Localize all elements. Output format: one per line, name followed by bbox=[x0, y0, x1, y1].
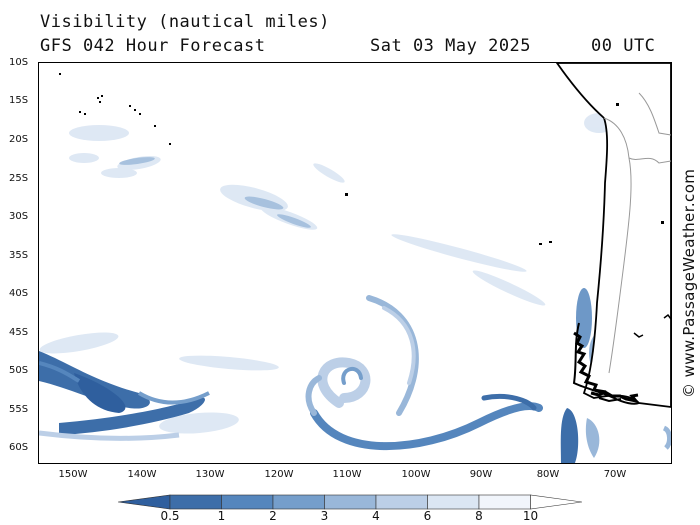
legend-swatch-below-min bbox=[118, 494, 171, 510]
lat-label-50s: 50S bbox=[9, 365, 29, 376]
lon-label-90w: 90W bbox=[469, 469, 493, 480]
fog-patch-southeast bbox=[560, 408, 671, 463]
legend-label: 10 bbox=[522, 509, 539, 523]
lat-label-60s: 60S bbox=[9, 442, 29, 453]
legend-swatch bbox=[169, 494, 222, 510]
lat-label-55s: 55S bbox=[9, 404, 29, 415]
legend-label: 8 bbox=[475, 509, 483, 523]
chart-title: Visibility (nautical miles) bbox=[40, 12, 330, 32]
forecast-time: 00 UTC bbox=[591, 36, 656, 56]
lon-label-140w: 140W bbox=[127, 469, 157, 480]
lon-label-130w: 130W bbox=[195, 469, 225, 480]
pacific-islands bbox=[59, 73, 664, 245]
lon-label-150w: 150W bbox=[58, 469, 88, 480]
legend-label: 3 bbox=[320, 509, 329, 523]
lat-label-20s: 20S bbox=[9, 134, 29, 145]
lon-label-120w: 120W bbox=[264, 469, 294, 480]
visibility-map bbox=[38, 62, 672, 464]
lon-label-70w: 70W bbox=[603, 469, 627, 480]
legend-label: 2 bbox=[269, 509, 277, 523]
legend-swatch bbox=[324, 494, 377, 510]
forecast-date: Sat 03 May 2025 bbox=[370, 36, 532, 56]
legend-label: 4 bbox=[372, 509, 380, 523]
lat-label-35s: 35S bbox=[9, 250, 29, 261]
legend-label: 6 bbox=[423, 509, 432, 523]
storm-swirl bbox=[305, 295, 543, 451]
legend-label: 0.5 bbox=[160, 509, 180, 523]
legend-label: 1 bbox=[217, 509, 226, 523]
lat-label-15s: 15S bbox=[9, 95, 29, 106]
legend-swatch bbox=[221, 494, 274, 510]
lat-label-25s: 25S bbox=[9, 173, 29, 184]
lon-label-110w: 110W bbox=[332, 469, 362, 480]
color-legend-bar bbox=[118, 494, 582, 510]
legend-swatch bbox=[272, 494, 325, 510]
lat-label-40s: 40S bbox=[9, 288, 29, 299]
legend-swatch bbox=[375, 494, 428, 510]
legend-swatch bbox=[427, 494, 480, 510]
credit-text: © www.PassageWeather.com bbox=[680, 168, 698, 398]
forecast-label: GFS 042 Hour Forecast bbox=[40, 36, 266, 56]
lat-label-10s: 10S bbox=[9, 57, 29, 68]
lat-label-45s: 45S bbox=[9, 327, 29, 338]
lat-label-30s: 30S bbox=[9, 211, 29, 222]
legend-swatch-above-max bbox=[530, 494, 582, 510]
lon-label-80w: 80W bbox=[536, 469, 560, 480]
fog-bands-southwest bbox=[39, 351, 210, 441]
lon-label-100w: 100W bbox=[401, 469, 431, 480]
legend-swatch bbox=[478, 494, 531, 510]
south-america-coastline bbox=[555, 63, 671, 408]
